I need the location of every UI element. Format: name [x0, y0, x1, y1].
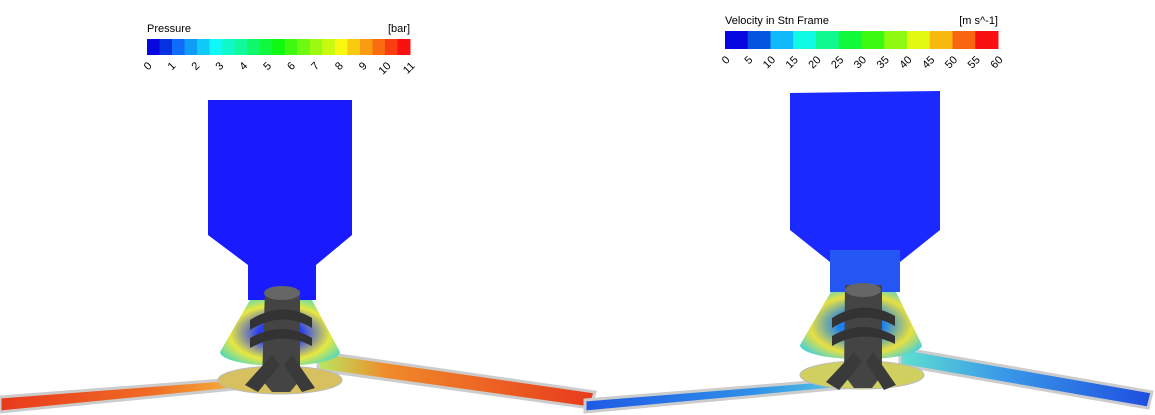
colorbar-segment — [197, 39, 210, 55]
colorbar-segment — [235, 39, 248, 55]
colorbar-segment — [247, 39, 260, 55]
colorbar-segment — [385, 39, 398, 55]
colorbar-segment — [816, 31, 839, 49]
colorbar-tick-label: 1 — [166, 60, 179, 73]
colorbar-segment — [771, 31, 794, 49]
colorbar-tick-label: 7 — [309, 60, 322, 73]
legend-title: Velocity in Stn Frame — [725, 15, 829, 27]
colorbar-segment — [975, 31, 998, 49]
colorbar-tick-label: 45 — [920, 54, 937, 71]
colorbar-tick-label: 35 — [875, 54, 892, 71]
colorbar-tick-label: 50 — [943, 54, 960, 71]
colorbar-segment — [210, 39, 223, 55]
colorbar-tick-label: 5 — [261, 60, 274, 73]
colorbar-segment — [272, 39, 285, 55]
colorbar-tick-label: 2 — [190, 60, 203, 73]
colorbar-tick-label: 40 — [897, 54, 914, 71]
colorbar-segment — [907, 31, 930, 49]
colorbar-tick-label: 9 — [357, 60, 370, 73]
colorbar-tick-label: 0 — [142, 60, 155, 73]
colorbar-segment — [172, 39, 185, 55]
legend-unit: [m s^-1] — [959, 15, 998, 27]
colorbar-segment — [884, 31, 907, 49]
colorbar-tick-label: 15 — [784, 54, 801, 71]
colorbar-segment — [930, 31, 953, 49]
colorbar-segment — [839, 31, 862, 49]
colorbar-tick-label: 30 — [852, 54, 869, 71]
colorbar-tick-label: 8 — [333, 60, 346, 73]
colorbar-segment — [862, 31, 885, 49]
velocity-contour — [585, 91, 1152, 412]
colorbar-segment — [725, 31, 748, 49]
colorbar-tick-label: 20 — [806, 54, 823, 71]
figure: Pressure [bar] Velocity in Stn Frame [m … — [0, 0, 1155, 415]
colorbar-tick-label: 60 — [988, 54, 1005, 71]
colorbar-segment — [397, 39, 410, 55]
colorbar-segment — [310, 39, 323, 55]
colorbar-tick-label: 55 — [966, 54, 983, 71]
legend-unit: [bar] — [388, 23, 410, 35]
colorbar-segment — [347, 39, 360, 55]
colorbar-tick-label: 0 — [720, 54, 733, 67]
colorbar-segment — [322, 39, 335, 55]
colorbar-tick-label: 10 — [761, 54, 778, 71]
colorbar-segment — [147, 39, 160, 55]
colorbar-tick-label: 5 — [742, 54, 755, 67]
colorbar-tick-label: 3 — [213, 60, 226, 73]
colorbar-segment — [372, 39, 385, 55]
pressure-contour — [0, 100, 595, 412]
colorbar-segment — [260, 39, 273, 55]
colorbar-segment — [185, 39, 198, 55]
colorbar-segment — [222, 39, 235, 55]
colorbar-segment — [748, 31, 771, 49]
colorbar-segment — [297, 39, 310, 55]
colorbar-tick-label: 6 — [285, 60, 298, 73]
colorbar-segment — [285, 39, 298, 55]
legend-title: Pressure — [147, 23, 191, 35]
colorbar-segment — [793, 31, 816, 49]
colorbar-segment — [160, 39, 173, 55]
colorbar-segment — [953, 31, 976, 49]
colorbar-segment — [335, 39, 348, 55]
colorbar-tick-label: 10 — [377, 60, 394, 77]
colorbar-tick-label: 4 — [237, 60, 250, 73]
colorbar-tick-label: 11 — [401, 60, 418, 77]
colorbar-segment — [360, 39, 373, 55]
colorbar-tick-label: 25 — [829, 54, 846, 71]
